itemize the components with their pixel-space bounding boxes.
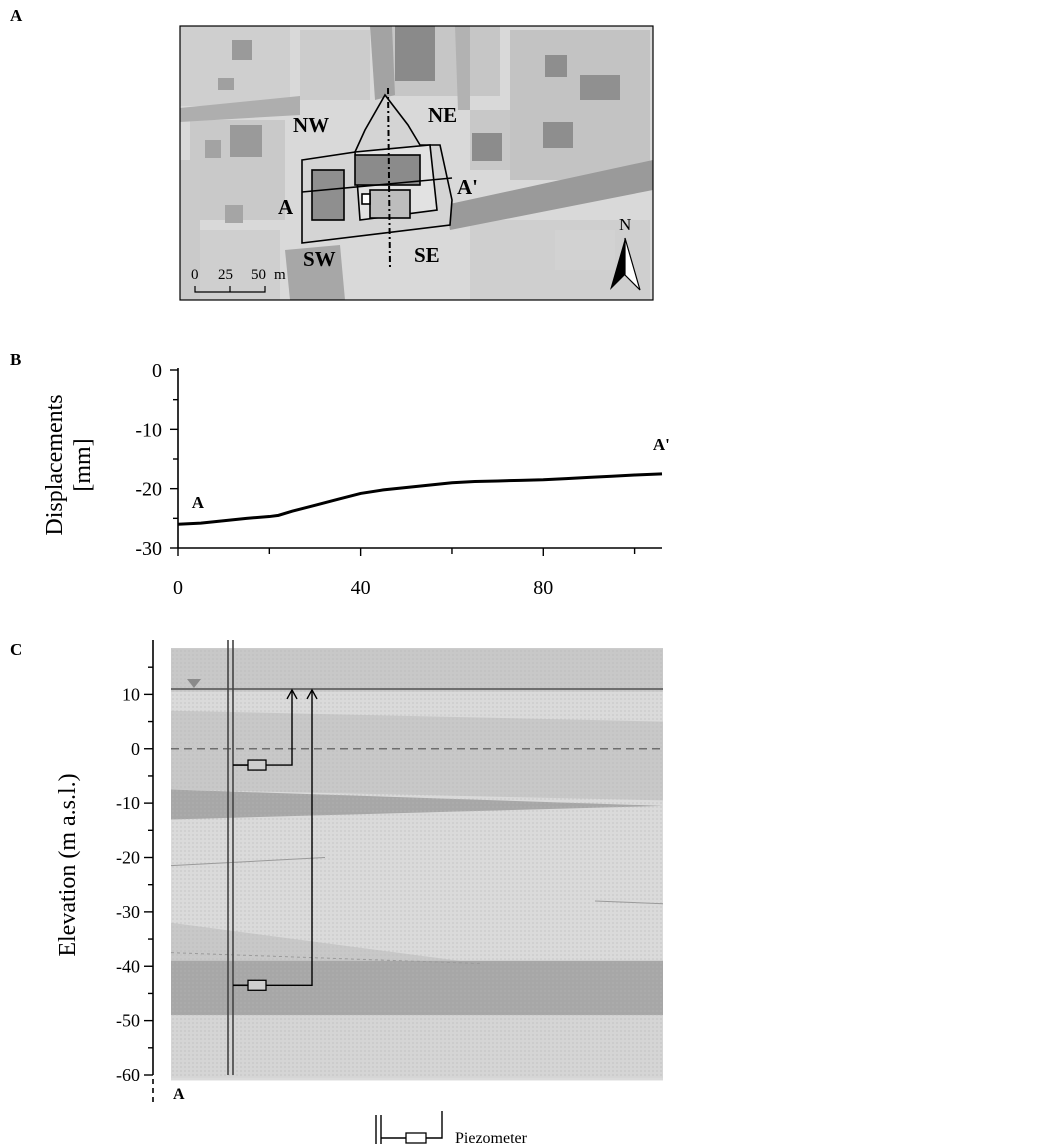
piezometer-legend: Piezometer	[375, 1111, 528, 1144]
scale-tick-25: 25	[218, 267, 233, 283]
section-texture	[171, 648, 663, 1078]
chart-b-y-tick-label: -20	[135, 479, 162, 501]
panel-letter-a: A	[10, 6, 23, 25]
chart-c-y-tick-label: -10	[116, 793, 140, 813]
chart-b-displacement-line	[177, 472, 663, 526]
chart-b-y-tick-label: -30	[135, 538, 162, 560]
chart-b-y-tick-label: 0	[152, 360, 162, 382]
piezometer-lead	[266, 689, 313, 986]
piezometer-sensor	[247, 979, 267, 991]
chart-c-y-tick-label: -20	[116, 848, 140, 868]
map-label-a: A	[278, 195, 294, 219]
chart-b-label-a: A	[192, 493, 205, 512]
chart-b-ylabel-line1: Displacements	[42, 394, 68, 535]
chart-b-ylabel-line2: [mm]	[70, 438, 96, 491]
chart-b-x-tick-label: 0	[173, 577, 183, 599]
piezometer-sensor	[247, 759, 267, 771]
scale-tick-50: 50	[251, 267, 266, 283]
chart-c-y-tick-label: -30	[116, 902, 140, 922]
north-arrow-icon: N	[610, 215, 641, 291]
map-frame	[179, 25, 654, 301]
chart-c-y-tick-label: -60	[116, 1065, 140, 1085]
piezometer-2	[233, 688, 318, 991]
piezometer-arrow-icon	[286, 688, 298, 700]
piezometer-1	[233, 688, 298, 771]
chart-c-label-a: A	[173, 1086, 185, 1103]
legend-sensor-icon	[405, 1132, 427, 1144]
chart-c-ylabel: Elevation (m a.s.l.)	[55, 773, 81, 956]
chart-b-y-tick-label: -10	[135, 419, 162, 441]
map-label-sw: SW	[303, 247, 336, 271]
section-thin-line	[594, 900, 664, 905]
panel-letter-b: B	[10, 350, 22, 369]
chart-c-y-tick-label: 10	[122, 684, 140, 704]
chart-c-y-tick-label: -40	[116, 956, 140, 976]
panel-letter-c: C	[10, 640, 23, 659]
scale-tick-0: 0	[191, 267, 199, 283]
chart-c-y-tick-label: -50	[116, 1011, 140, 1031]
map-background	[180, 26, 653, 300]
chart-b-x-tick-label: 40	[351, 577, 371, 599]
piezometer-arrow-icon	[306, 688, 318, 700]
chart-c-y-tick-label: 0	[131, 739, 140, 759]
displacement-chart: Displacements [mm] 0 -10 -20 -30 0 40 80 A A'	[42, 360, 670, 599]
cross-section-chart: Elevation (m a.s.l.) 10 0 -10 -20 -30 -40 -50 -…	[55, 640, 664, 1144]
legend-lead	[426, 1111, 443, 1139]
map-label-ne: NE	[428, 103, 457, 127]
water-table-icon	[187, 678, 201, 688]
chart-b-label-a-prime: A'	[653, 435, 670, 454]
section-thin-line	[170, 857, 326, 867]
piezometer-lead	[266, 689, 293, 766]
site-map: NW NE SW SE A A' N 0 25 50 m	[179, 25, 654, 301]
svg-text:N: N	[619, 215, 631, 234]
piezometer-legend-label: Piezometer	[455, 1130, 528, 1144]
section-line	[387, 87, 391, 269]
scale-unit: m	[274, 267, 286, 283]
map-label-a-prime: A'	[457, 175, 478, 199]
scale-bar: 0 25 50 m	[191, 267, 286, 293]
chart-b-x-tick-label: 80	[533, 577, 553, 599]
map-label-nw: NW	[293, 113, 329, 137]
map-label-se: SE	[414, 243, 440, 267]
